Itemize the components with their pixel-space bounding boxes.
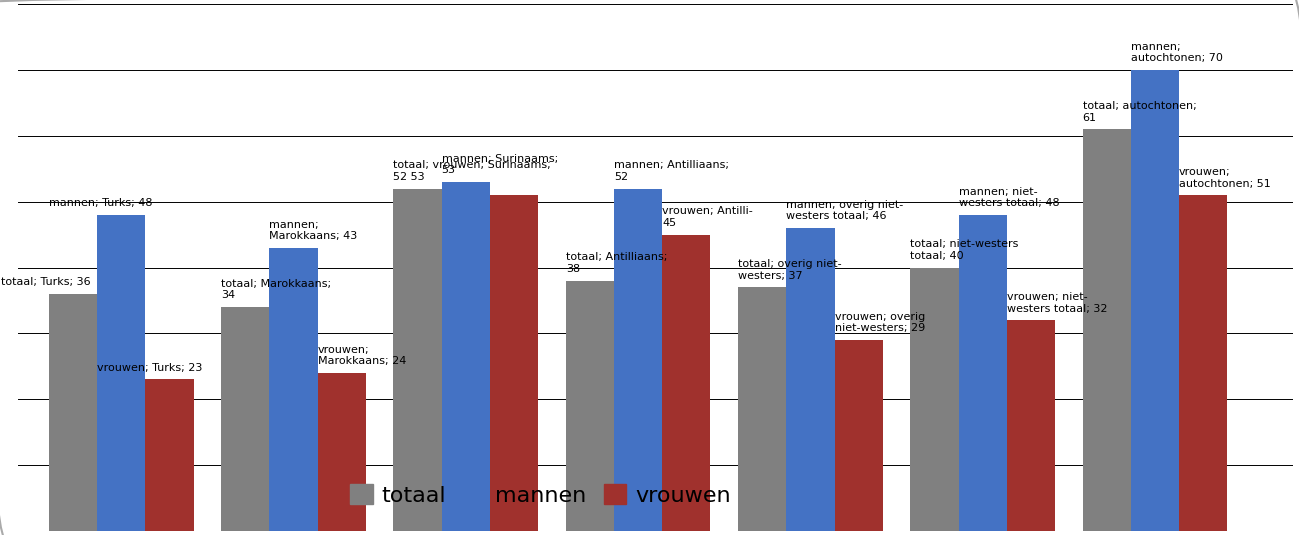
Text: vrouwen; niet-
westers totaal; 32: vrouwen; niet- westers totaal; 32 <box>1007 292 1107 314</box>
Text: mannen; overig niet-
westers totaal; 46: mannen; overig niet- westers totaal; 46 <box>786 200 904 221</box>
Text: mannen; Antilliaans;
52: mannen; Antilliaans; 52 <box>614 160 729 182</box>
Bar <box>738 287 786 531</box>
Text: vrouwen; overig
niet-westers; 29: vrouwen; overig niet-westers; 29 <box>834 312 925 333</box>
Bar <box>786 228 834 531</box>
Bar <box>490 195 538 531</box>
Text: totaal; overig niet-
westers; 37: totaal; overig niet- westers; 37 <box>738 259 842 281</box>
Bar <box>97 215 145 531</box>
Bar <box>959 215 1007 531</box>
Text: vrouwen;
Marokkaans; 24: vrouwen; Marokkaans; 24 <box>317 345 407 366</box>
Text: vrouwen;
autochtonen; 51: vrouwen; autochtonen; 51 <box>1179 167 1270 188</box>
Bar <box>49 294 97 531</box>
Bar <box>1007 320 1055 531</box>
Text: totaal; autochtonen;
61: totaal; autochtonen; 61 <box>1082 101 1196 123</box>
Text: totaal; vrouwen; Surinaams;
52 53: totaal; vrouwen; Surinaams; 52 53 <box>394 160 551 182</box>
Text: totaal; Antilliaans;
38: totaal; Antilliaans; 38 <box>566 253 668 274</box>
Bar <box>1179 195 1228 531</box>
Bar <box>1082 129 1131 531</box>
Bar <box>317 373 366 531</box>
Bar <box>834 340 883 531</box>
Bar <box>145 379 194 531</box>
Text: totaal; niet-westers
totaal; 40: totaal; niet-westers totaal; 40 <box>911 239 1018 261</box>
Text: mannen;
autochtonen; 70: mannen; autochtonen; 70 <box>1131 42 1222 64</box>
Text: mannen; niet-
westers totaal; 48: mannen; niet- westers totaal; 48 <box>959 187 1059 208</box>
Bar <box>662 234 711 531</box>
Bar <box>911 268 959 531</box>
Text: vrouwen; Antilli-
45: vrouwen; Antilli- 45 <box>662 207 753 228</box>
Text: vrouwen; Turks; 23: vrouwen; Turks; 23 <box>97 363 203 373</box>
Bar <box>394 188 442 531</box>
Text: totaal; Marokkaans;
34: totaal; Marokkaans; 34 <box>221 279 331 301</box>
Legend: totaal, mannen, vrouwen: totaal, mannen, vrouwen <box>342 475 739 515</box>
Bar <box>221 307 269 531</box>
Text: totaal; Turks; 36: totaal; Turks; 36 <box>0 277 90 287</box>
Text: mannen; Surinaams;
53: mannen; Surinaams; 53 <box>442 154 557 175</box>
Text: mannen;
Marokkaans; 43: mannen; Marokkaans; 43 <box>269 219 357 241</box>
Bar <box>442 182 490 531</box>
Bar <box>614 188 662 531</box>
Text: mannen; Turks; 48: mannen; Turks; 48 <box>49 198 152 208</box>
Bar <box>566 281 614 531</box>
Bar <box>1131 70 1179 531</box>
Bar <box>269 248 317 531</box>
